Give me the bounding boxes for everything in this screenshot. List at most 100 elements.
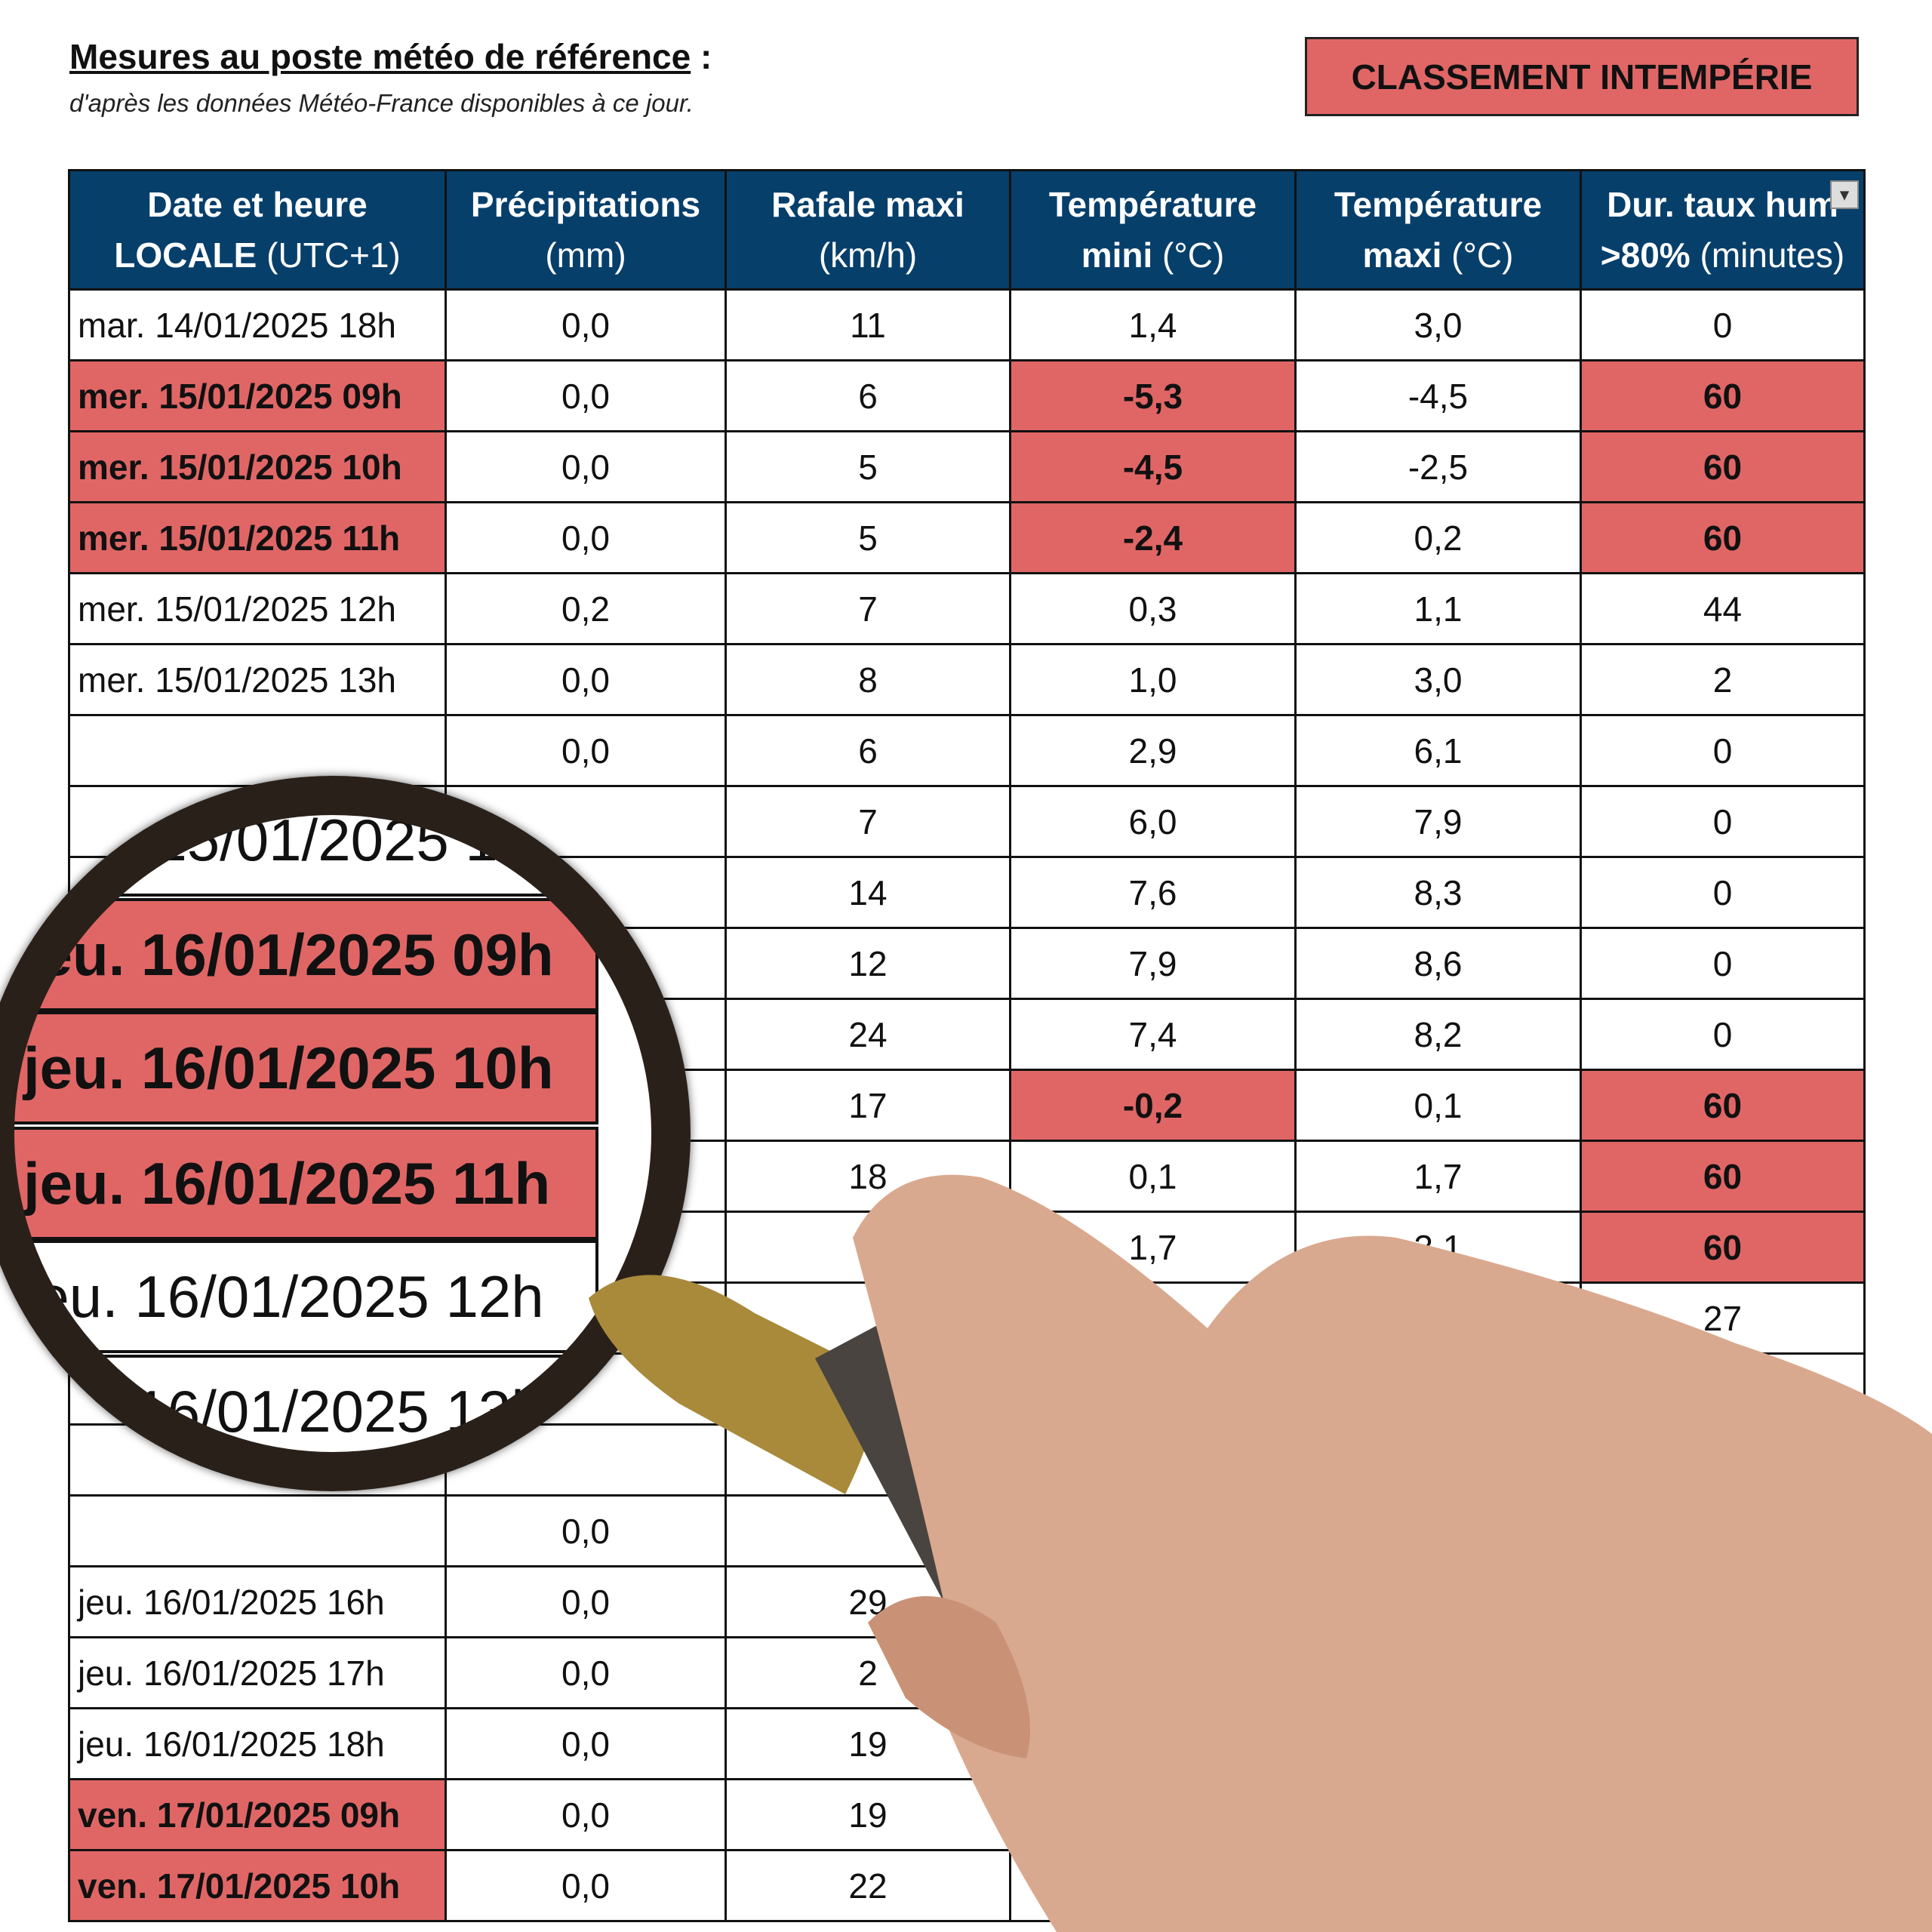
- table-row: 0,0 6 2,9 6,1 0: [68, 714, 1866, 787]
- header-line1: Température: [1048, 184, 1257, 224]
- header-line1: Dur. taux hum: [1607, 184, 1838, 224]
- cell-date: mer. 15/01/2025 12h: [68, 572, 447, 645]
- cell-temperature-maxi: 8,3: [1294, 856, 1582, 929]
- cell-rafale-maxi: 6: [724, 714, 1011, 787]
- cell-rafale-maxi: 7: [724, 785, 1011, 858]
- cell-precipitations: 0,0: [445, 714, 727, 787]
- title-suffix: :: [691, 37, 712, 76]
- page-subtitle: d'après les données Météo-France disponi…: [69, 89, 694, 117]
- cell-date: mer. 15/01/2025 13h: [68, 643, 447, 716]
- cell-temperature-mini: 7,6: [1009, 856, 1297, 929]
- cell-duree-humidite: 0: [1580, 714, 1866, 787]
- cell-temperature-mini: -5,3: [1009, 359, 1297, 432]
- cell-temperature-maxi: 8,6: [1294, 927, 1582, 1000]
- cell-date: [68, 1494, 447, 1567]
- cell-duree-humidite: 60: [1580, 1069, 1866, 1142]
- cell-precipitations: 0,0: [445, 1849, 727, 1922]
- cell-precipitations: 0,0: [445, 430, 727, 503]
- cell-temperature-maxi: 3,0: [1294, 288, 1582, 361]
- cell-duree-humidite: 0: [1580, 927, 1866, 1000]
- cell-date: mer. 15/01/2025 11h: [68, 501, 447, 574]
- thumb: [868, 1596, 1030, 1758]
- page-title: Mesures au poste météo de référence :: [69, 36, 712, 77]
- cell-rafale-maxi: 17: [724, 1069, 1011, 1142]
- cell-duree-humidite: 60: [1580, 501, 1866, 574]
- header-unit: (°C): [1441, 235, 1514, 275]
- cell-date: ven. 17/01/2025 09h: [68, 1778, 447, 1851]
- cell-duree-humidite: 2: [1580, 643, 1866, 716]
- cell-date: jeu. 16/01/2025 16h: [68, 1565, 447, 1638]
- cell-date: jeu. 16/01/2025 18h: [68, 1707, 447, 1780]
- cell-temperature-maxi: 3,0: [1294, 643, 1582, 716]
- column-header-temperature-maxi: Température maxi (°C): [1294, 169, 1582, 291]
- cell-duree-humidite: 60: [1580, 1140, 1866, 1213]
- cell-rafale-maxi: 11: [724, 288, 1011, 361]
- cell-date: mer. 15/01/2025 09h: [68, 359, 447, 432]
- table-row: 7 6,0 7,9 0: [68, 785, 1866, 858]
- column-header-temperature-mini: Température mini (°C): [1009, 169, 1297, 291]
- cell-rafale-maxi: 7: [724, 572, 1011, 645]
- cell-temperature-mini: 0,3: [1009, 572, 1297, 645]
- cell-temperature-maxi: -4,5: [1294, 359, 1582, 432]
- cell-rafale-maxi: 14: [724, 856, 1011, 929]
- cell-rafale-maxi: 6: [724, 359, 1011, 432]
- header-unit: (km/h): [818, 235, 918, 275]
- cell-rafale-maxi: 5: [724, 501, 1011, 574]
- cell-temperature-mini: -4,5: [1009, 430, 1297, 503]
- cell-date: mer. 15/01/2025 10h: [68, 430, 447, 503]
- magnifier-handle-collar: [589, 1275, 877, 1494]
- cell-precipitations: 0,0: [445, 643, 727, 716]
- cell-temperature-maxi: 0,1: [1294, 1069, 1582, 1142]
- cell-date: jeu. 16/01/2025 17h: [68, 1636, 447, 1709]
- table-row: mer. 15/01/2025 12h 0,2 7 0,3 1,1 44: [68, 572, 1866, 645]
- cell-temperature-mini: 1,0: [1009, 643, 1297, 716]
- header-line2: mini: [1081, 235, 1153, 275]
- cell-duree-humidite: 0: [1580, 998, 1866, 1071]
- cell-precipitations: 0,0: [445, 501, 727, 574]
- cell-precipitations: 0,2: [445, 572, 727, 645]
- dropdown-filter-icon[interactable]: ▾: [1830, 180, 1859, 209]
- header-line1: Rafale maxi: [771, 184, 964, 224]
- header-line2: LOCALE: [114, 235, 257, 275]
- cell-duree-humidite: 0: [1580, 856, 1866, 929]
- column-header-date: Date et heure LOCALE (UTC+1): [68, 169, 447, 291]
- header-line1: Précipitations: [470, 184, 701, 224]
- table-row: mer. 15/01/2025 10h 0,0 5 -4,5 -2,5 60: [68, 430, 1866, 503]
- header-line1: Température: [1334, 184, 1543, 224]
- table-row: mer. 15/01/2025 11h 0,0 5 -2,4 0,2 60: [68, 501, 1866, 574]
- cell-precipitations: 0,0: [445, 1494, 727, 1567]
- title-text: Mesures au poste météo de référence: [69, 37, 691, 76]
- cell-duree-humidite: 0: [1580, 785, 1866, 858]
- table-header-row: Date et heure LOCALE (UTC+1) Précipitation…: [68, 169, 1866, 291]
- cell-precipitations: 0,0: [445, 1778, 727, 1851]
- cell-duree-humidite: 44: [1580, 572, 1866, 645]
- hand: [853, 1174, 1932, 1932]
- cell-rafale-maxi: 24: [724, 998, 1011, 1071]
- cell-duree-humidite: 60: [1580, 1211, 1866, 1284]
- header-line1: Date et heure: [147, 184, 368, 224]
- table-row: mer. 15/01/2025 09h 0,0 6 -5,3 -4,5 60: [68, 359, 1866, 432]
- cell-duree-humidite: 60: [1580, 359, 1866, 432]
- cell-temperature-mini: -2,4: [1009, 501, 1297, 574]
- header-line2: >80%: [1600, 235, 1690, 275]
- cell-temperature-maxi: -2,5: [1294, 430, 1582, 503]
- header-unit: (°C): [1152, 235, 1225, 275]
- header-unit: (mm): [545, 235, 626, 275]
- header-line2: maxi: [1362, 235, 1442, 275]
- cell-precipitations: 0,0: [445, 1707, 727, 1780]
- cell-temperature-maxi: 1,7: [1294, 1140, 1582, 1213]
- cell-temperature-mini: 7,9: [1009, 927, 1297, 1000]
- cell-temperature-maxi: 6,1: [1294, 714, 1582, 787]
- cell-duree-humidite: 60: [1580, 430, 1866, 503]
- cell-rafale-maxi: 22: [724, 1849, 1011, 1922]
- column-header-rafale-maxi: Rafale maxi (km/h): [724, 169, 1011, 291]
- cell-temperature-mini: 1,4: [1009, 288, 1297, 361]
- cell-temperature-mini: 2,9: [1009, 714, 1297, 787]
- cell-temperature-mini: 6,0: [1009, 785, 1297, 858]
- cell-rafale-maxi: 8: [724, 643, 1011, 716]
- header-unit: (minutes): [1690, 235, 1845, 275]
- cell-precipitations: 0,0: [445, 1565, 727, 1638]
- cell-temperature-mini: -0,2: [1009, 1069, 1297, 1142]
- cell-precipitations: 0,0: [445, 1636, 727, 1709]
- classement-intemperie-button[interactable]: CLASSEMENT INTEMPÉRIE: [1305, 37, 1859, 116]
